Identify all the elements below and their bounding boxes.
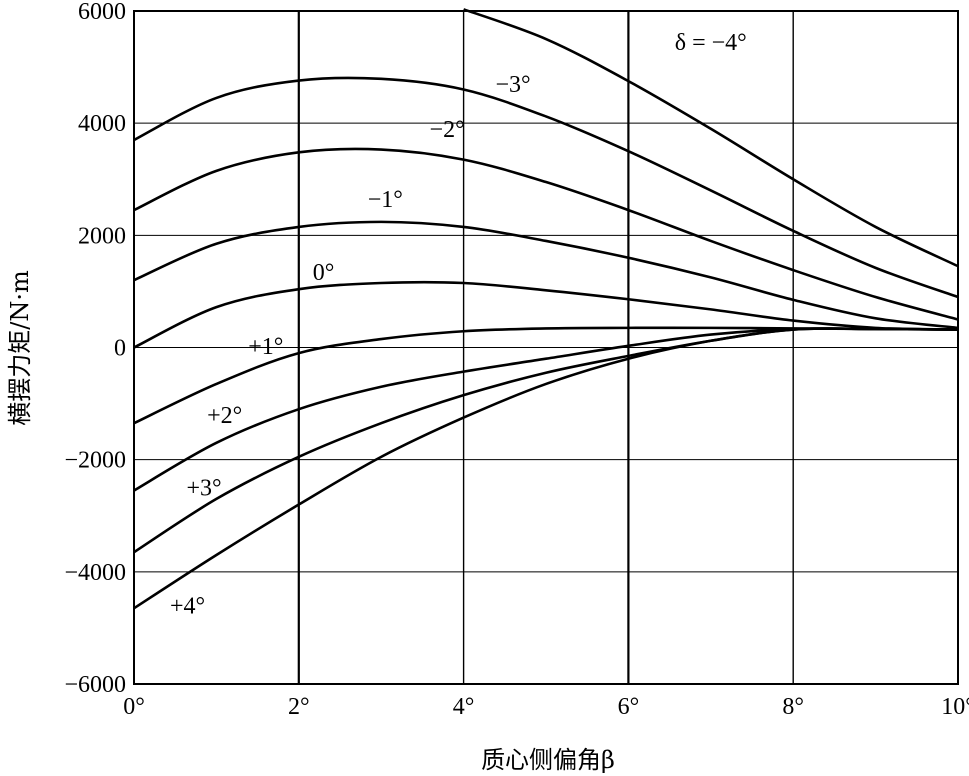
series-line <box>133 327 959 610</box>
series-label: −1° <box>368 187 403 213</box>
series-line <box>463 8 959 268</box>
series-lines <box>133 8 959 610</box>
x-axis-title: 质心侧偏角β <box>481 746 615 774</box>
x-tick-label: 2° <box>288 694 310 720</box>
series-label: δ = −4° <box>675 30 747 56</box>
series-label: +1° <box>248 334 283 360</box>
series-line <box>133 147 959 321</box>
x-tick-label: 8° <box>782 694 804 720</box>
y-tick-label: 4000 <box>78 111 126 137</box>
y-tick-label: 2000 <box>78 223 126 249</box>
y-tick-label: 0 <box>114 336 126 362</box>
y-tick-label: −4000 <box>64 560 126 586</box>
grid <box>134 11 958 684</box>
series-label: +3° <box>186 476 221 502</box>
x-tick-label: 0° <box>123 694 145 720</box>
series-label: +2° <box>207 403 242 429</box>
series-label: −3° <box>495 72 530 98</box>
series-label: −2° <box>430 117 465 143</box>
series-line <box>133 280 959 349</box>
y-tick-label: 6000 <box>78 0 126 25</box>
series-line <box>133 327 959 554</box>
series-label: 0° <box>313 260 335 286</box>
y-tick-label: −2000 <box>64 448 126 474</box>
series-label: +4° <box>170 593 205 619</box>
x-tick-label: 4° <box>453 694 475 720</box>
x-tick-label: 10° <box>941 694 969 720</box>
y-tick-label: −6000 <box>64 672 126 698</box>
y-axis-title: 横摆力矩/N·m <box>6 270 34 426</box>
x-tick-label: 6° <box>618 694 640 720</box>
series-line <box>133 76 959 299</box>
series-line <box>133 220 959 330</box>
series-labels: δ = −4° −3° −2° −1° 0° +1° +2° +3° +4° <box>170 30 747 620</box>
